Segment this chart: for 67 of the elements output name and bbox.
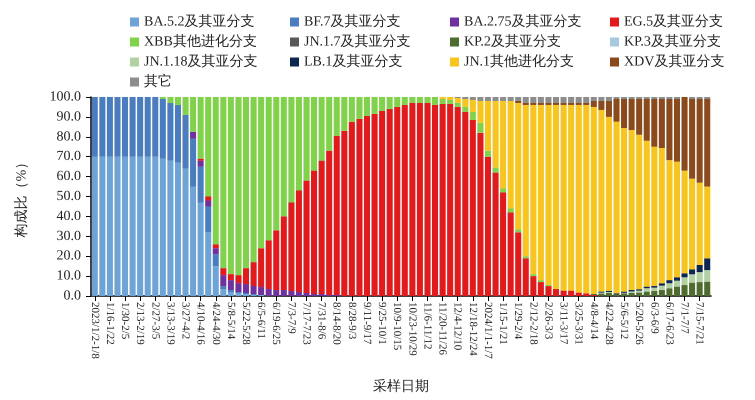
x-tick-label: 4/22-4/28: [602, 302, 615, 346]
x-tick-label: 2023/1/2-1/8: [88, 302, 101, 360]
y-tick-label: 60.0: [56, 169, 81, 184]
x-tick-label: 1/16-1/22: [104, 302, 116, 345]
x-tick-label: 7/31-8/6: [316, 302, 328, 340]
x-tick-label: 9/11-9/17: [360, 302, 373, 345]
x-tick-label: 10/9-10/15: [391, 302, 404, 351]
x-tick-label: 11/20-11/26: [436, 302, 449, 356]
x-tick-label: 7/1-7/7: [678, 302, 691, 334]
x-tick-label: 1/30-2/5: [119, 302, 132, 340]
x-tick-label: 11/6-11/12: [421, 302, 434, 350]
x-tick-label: 1/15-1/21: [497, 302, 510, 345]
legend-label: BF.7及其亚分支: [304, 14, 401, 30]
x-tick-label: 10/23-10/29: [406, 302, 418, 356]
y-tick-label: 0.0: [64, 288, 81, 304]
x-tick-label: 1/29-2/4: [512, 302, 524, 340]
x-tick-label: 2/26-3/3: [542, 302, 554, 340]
x-tick-label: 4/10-4/16: [194, 302, 207, 346]
legend-label: LB.1及其亚分支: [304, 54, 402, 70]
x-tick-label: 8/14-8/20: [330, 302, 343, 346]
legend-label: JN.1.7及其亚分支: [304, 34, 411, 50]
x-tick-label: 2/12-2/18: [527, 302, 540, 346]
x-tick-label: 12/4-12/10: [452, 302, 464, 351]
x-tick-label: 3/25-3/31: [572, 302, 585, 345]
legend-label: JN.1其他进化分支: [464, 54, 574, 70]
x-tick-label: 4/8-4/14: [588, 302, 600, 340]
y-axis-title: 构成比（%）: [14, 156, 30, 238]
x-tick-label: 6/5-6/11: [255, 302, 268, 339]
x-tick-label: 3/11-3/17: [558, 302, 570, 345]
y-tick-label: 80.0: [56, 129, 81, 144]
legend-label: BA.5.2及其亚分支: [144, 14, 254, 30]
legend-label: XDV及其亚分支: [624, 54, 724, 70]
legend-label: KP.3及其亚分支: [624, 34, 721, 50]
legend-label: EG.5及其亚分支: [624, 14, 724, 30]
x-tick-label: 2024/1/1-1/7: [482, 302, 494, 360]
legend-label: XBB其他进化分支: [144, 34, 257, 50]
x-tick-label: 4/24-4/30: [210, 302, 222, 346]
x-tick-label: 5/20-5/26: [633, 302, 646, 346]
y-tick-label: 30.0: [56, 228, 81, 244]
x-tick-label: 12/18-12/24: [466, 302, 479, 356]
x-tick-label: 9/25-10/1: [376, 302, 388, 345]
x-tick-label: 5/6-5/12: [618, 302, 630, 340]
x-tick-label: 7/3-7/9: [285, 302, 298, 334]
y-tick-label: 10.0: [56, 268, 81, 284]
x-tick-label: 7/15-7/21: [694, 302, 706, 345]
legend-label: BA.2.75及其亚分支: [464, 14, 582, 30]
x-tick-label: 7/17-7/23: [300, 302, 312, 346]
x-axis-title: 采样日期: [373, 378, 429, 394]
x-tick-label: 5/22-5/28: [240, 302, 252, 346]
y-tick-label: 40.0: [56, 208, 81, 224]
x-tick-label: 2/13-2/19: [134, 302, 146, 346]
x-tick-label: 2/27-3/5: [149, 302, 162, 340]
x-tick-label: 3/27-4/2: [180, 302, 192, 340]
legend-label: KP.2及其亚分支: [464, 34, 561, 50]
y-tick-label: 50.0: [56, 189, 81, 204]
y-tick-label: 90.0: [56, 109, 81, 124]
x-tick-label: 8/28-9/3: [346, 302, 358, 340]
y-tick-label: 100.0: [50, 90, 81, 104]
y-tick-label: 20.0: [56, 248, 81, 264]
x-tick-label: 6/19-6/25: [270, 302, 282, 346]
x-tick-label: 3/13-3/19: [164, 302, 176, 346]
y-tick-label: 70.0: [56, 149, 81, 164]
x-tick-label: 5/8-5/14: [224, 302, 237, 340]
x-tick-label: 6/17-6/23: [663, 302, 676, 346]
legend-label: 其它: [144, 74, 172, 90]
legend-label: JN.1.18及其亚分支: [144, 54, 258, 70]
x-tick-label: 6/3-6/9: [648, 302, 660, 334]
